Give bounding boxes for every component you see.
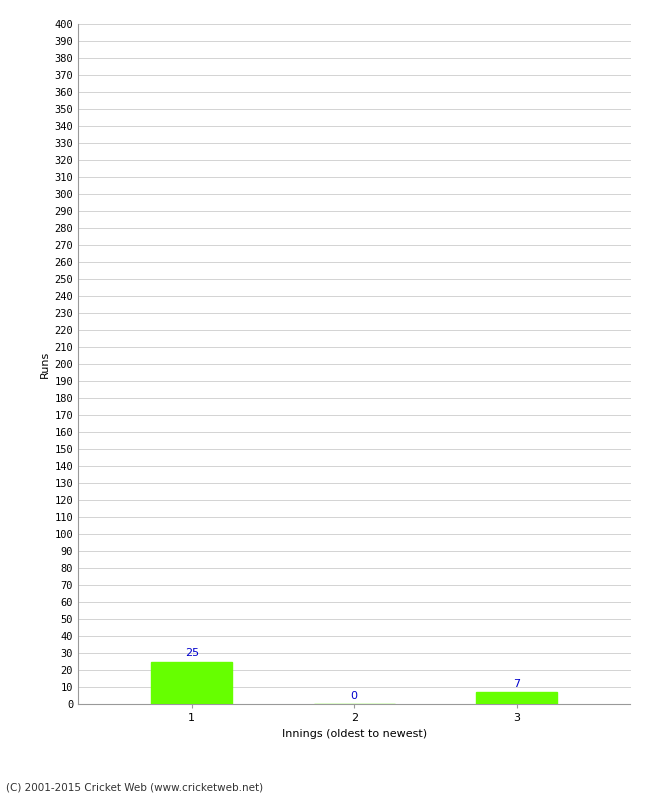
Bar	[476, 692, 557, 704]
Y-axis label: Runs: Runs	[40, 350, 50, 378]
Text: 7: 7	[514, 678, 520, 689]
Text: (C) 2001-2015 Cricket Web (www.cricketweb.net): (C) 2001-2015 Cricket Web (www.cricketwe…	[6, 782, 264, 792]
Bar	[151, 662, 233, 704]
Text: 25: 25	[185, 648, 199, 658]
X-axis label: Innings (oldest to newest): Innings (oldest to newest)	[281, 729, 427, 738]
Text: 0: 0	[351, 690, 358, 701]
